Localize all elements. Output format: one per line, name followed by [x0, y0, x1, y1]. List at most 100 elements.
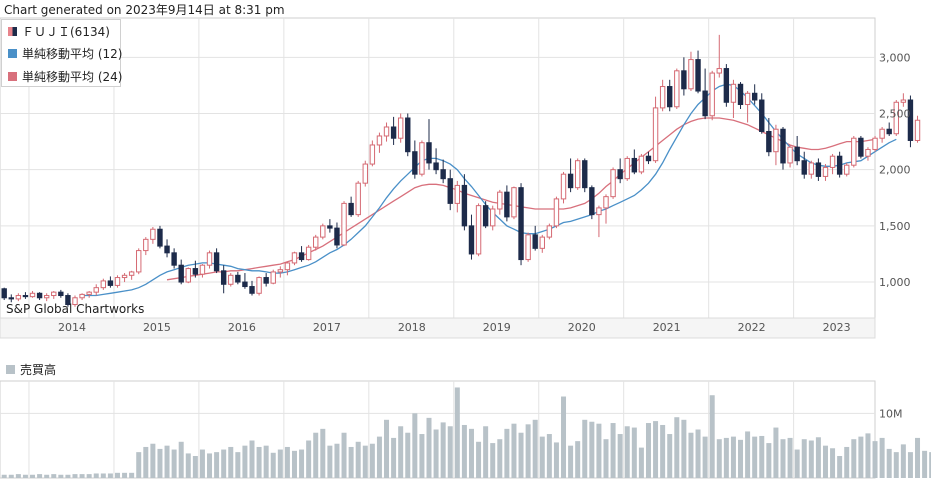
volume-bar — [490, 443, 496, 478]
volume-bar — [8, 474, 14, 478]
candle-body — [100, 280, 107, 289]
volume-bar — [256, 446, 262, 478]
candle-up — [674, 68, 680, 110]
candle-down — [631, 149, 638, 175]
volume-bar — [299, 449, 305, 478]
price-tick-label: 3,000 — [879, 51, 911, 64]
candle-body — [617, 169, 623, 180]
volume-bar — [561, 396, 567, 478]
candle-body — [638, 155, 645, 173]
year-tick-label: 2015 — [143, 321, 171, 334]
candle-body — [674, 70, 680, 108]
candle-body — [822, 166, 829, 177]
volume-bar — [136, 452, 142, 478]
volume-bar — [277, 449, 283, 478]
candle-down — [766, 118, 772, 157]
year-tick-label: 2020 — [568, 321, 596, 334]
volume-bar — [582, 419, 588, 478]
candle-body — [29, 292, 36, 298]
candle-body — [51, 291, 57, 297]
candle-body — [1, 288, 7, 299]
volume-bar — [603, 439, 609, 478]
candle-up — [872, 135, 878, 152]
volume-bar — [872, 441, 878, 478]
candle-body — [652, 107, 659, 162]
candle-up — [369, 140, 376, 167]
candle-up — [652, 96, 659, 163]
candle-body — [298, 252, 305, 261]
chart-credit: S&P Global Chartworks — [6, 302, 145, 316]
volume-bar — [433, 429, 439, 478]
candle-body — [107, 280, 114, 286]
candle-up — [730, 79, 737, 118]
candle-up — [744, 91, 751, 123]
candle-body — [150, 228, 156, 240]
candle-up — [539, 234, 545, 253]
volume-bar — [58, 474, 64, 478]
volume-bar — [327, 445, 333, 478]
candle-body — [43, 295, 50, 299]
candle-body — [879, 128, 885, 139]
candle-body — [447, 178, 453, 204]
candle-down — [298, 246, 305, 262]
volume-bar — [759, 435, 765, 478]
candle-up — [603, 194, 609, 224]
candle-down — [815, 158, 822, 181]
candle-body — [716, 68, 722, 74]
volume-bar — [30, 474, 36, 478]
time-axis-band — [0, 317, 876, 339]
candle-down — [780, 126, 786, 170]
candle-up — [808, 160, 815, 179]
candle-body — [468, 225, 475, 255]
candle-body — [546, 225, 553, 238]
volume-title: 売買高 — [6, 361, 56, 378]
year-tick-label: 2023 — [823, 321, 851, 334]
candle-body — [36, 292, 43, 299]
legend-label-price: ＦＵＪＩ(6134) — [22, 25, 110, 39]
volume-bar — [794, 449, 800, 478]
candle-down — [348, 196, 354, 217]
candle-body — [667, 86, 673, 108]
volume-bar — [532, 419, 538, 478]
candle-up — [419, 140, 425, 177]
candle-down — [235, 271, 241, 285]
volume-bar — [929, 452, 931, 478]
volume-bar — [830, 448, 836, 478]
volume-bar — [143, 446, 149, 478]
candle-body — [560, 173, 567, 200]
candle-down — [801, 151, 807, 179]
candle-up — [362, 160, 368, 187]
volume-bar — [617, 434, 623, 478]
candle-body — [22, 295, 29, 298]
candle-body — [313, 236, 319, 248]
price-tick-label: 2,500 — [879, 108, 911, 121]
candle-body — [454, 184, 461, 204]
volume-bar — [497, 439, 503, 478]
volume-bar — [546, 434, 552, 478]
volume-bar — [801, 439, 807, 478]
candle-up — [355, 180, 361, 217]
candle-up — [900, 93, 907, 107]
candle-body — [723, 68, 730, 103]
candle-body — [419, 142, 425, 175]
candle-down — [518, 183, 524, 266]
candle-up — [114, 275, 121, 288]
volume-bar — [844, 446, 850, 478]
candle-body — [737, 83, 744, 106]
candle-body — [348, 202, 354, 216]
volume-bar — [695, 429, 701, 478]
volume-bars — [1, 387, 931, 478]
candlestick-series — [1, 34, 921, 307]
price-axis-labels: 1,000 1,500 2,000 2,500 3,000 — [879, 51, 911, 289]
candle-up — [865, 147, 871, 161]
candle-body — [525, 234, 531, 261]
candle-up — [525, 232, 531, 262]
candle-body — [482, 205, 489, 227]
volume-bar — [334, 443, 340, 478]
volume-bar — [638, 447, 644, 478]
volume-bar — [192, 456, 198, 478]
year-tick-label: 2019 — [483, 321, 511, 334]
volume-bar — [723, 437, 729, 478]
candle-down — [440, 159, 446, 184]
candle-up — [490, 205, 496, 231]
